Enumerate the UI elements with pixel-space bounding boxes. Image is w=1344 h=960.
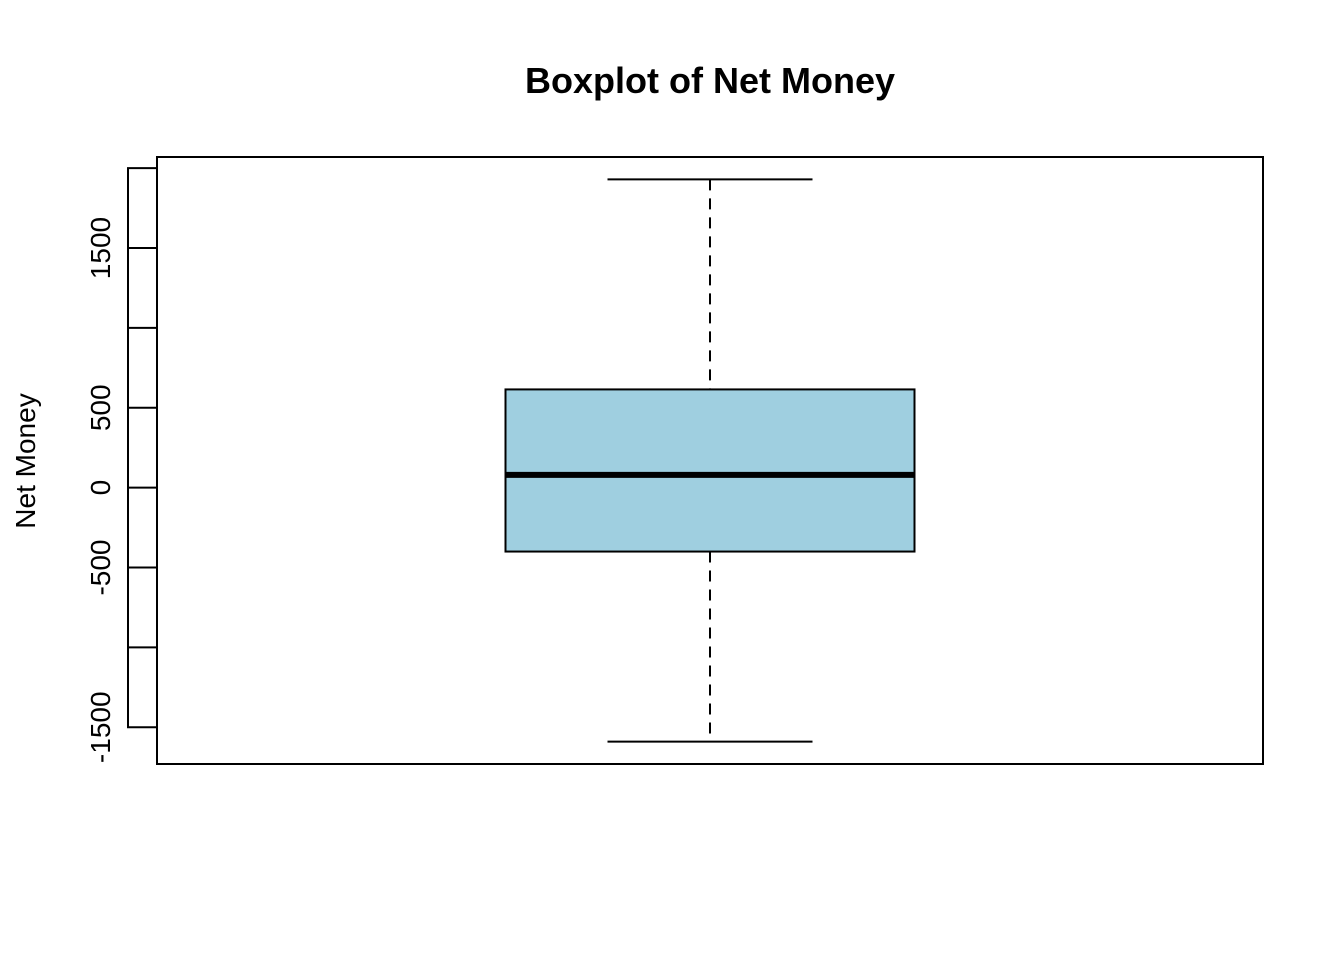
plot-frame bbox=[156, 156, 1264, 765]
y-axis-label: Net Money bbox=[10, 393, 41, 528]
chart-title: Boxplot of Net Money bbox=[525, 60, 895, 101]
y-tick-label: -1500 bbox=[85, 691, 116, 763]
y-tick-label: 0 bbox=[85, 480, 116, 496]
y-tick-label: -500 bbox=[85, 540, 116, 596]
y-axis: -1500 -500 0 500 1500 bbox=[85, 167, 157, 763]
iqr-box bbox=[504, 388, 916, 553]
y-tick-label: 500 bbox=[85, 384, 116, 431]
y-tick-label: 1500 bbox=[85, 217, 116, 279]
boxes-group bbox=[504, 178, 916, 743]
